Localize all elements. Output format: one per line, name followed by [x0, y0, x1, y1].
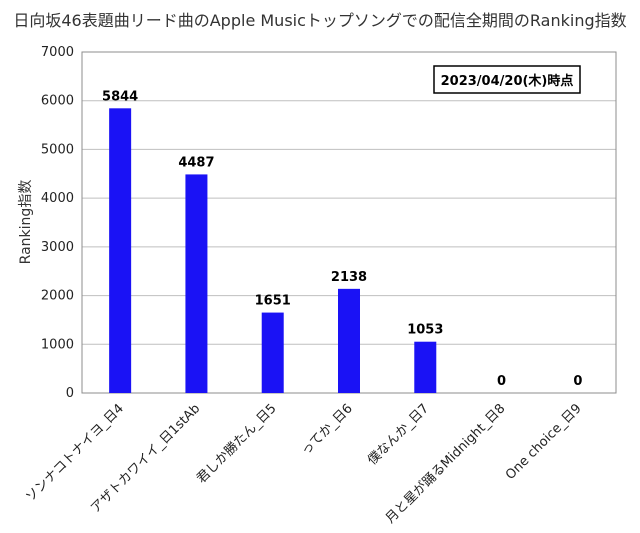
annotation-box: 2023/04/20(木)時点 [433, 65, 581, 94]
data-label: 1651 [255, 294, 291, 309]
y-axis-label: Ranking指数 [18, 180, 34, 265]
data-label: 2138 [331, 270, 367, 285]
y-tick-label: 4000 [41, 191, 74, 206]
gridlines [82, 100, 616, 345]
bar [338, 288, 360, 393]
y-tick-label: 0 [66, 386, 74, 401]
category-label: One choice_日9 [503, 401, 585, 483]
y-tick-label: 1000 [41, 337, 74, 352]
y-tick-label: 5000 [41, 142, 74, 157]
data-label: 5844 [102, 89, 138, 104]
y-tick-label: 7000 [41, 45, 74, 60]
data-label: 0 [573, 374, 582, 389]
y-tick-label: 3000 [41, 240, 74, 255]
category-label: 僕なんか_日7 [365, 401, 432, 468]
data-label: 0 [497, 374, 506, 389]
category-label: 君しか勝たん_日5 [194, 401, 279, 486]
bar [414, 341, 437, 393]
annotation-frame [433, 65, 581, 94]
chart-title: 日向坂46表題曲リード曲のApple Musicトップソングでの配信全期間のRa… [13, 11, 626, 30]
category-label: ってか_日6 [298, 401, 355, 458]
y-tick-label: 2000 [41, 289, 74, 304]
data-labels: 5844 4487 1651 2138 1053 0 0 [102, 89, 582, 389]
bar [185, 174, 208, 393]
y-tick-label: 6000 [41, 94, 74, 109]
bars [109, 108, 437, 393]
data-label: 1053 [407, 323, 443, 338]
y-axis-ticks: 0 1000 2000 3000 4000 5000 6000 7000 [41, 45, 74, 401]
bar [109, 108, 132, 393]
bar [261, 312, 284, 393]
data-label: 4487 [178, 155, 214, 170]
annotation-text: 2023/04/20(木)時点 [441, 73, 574, 89]
